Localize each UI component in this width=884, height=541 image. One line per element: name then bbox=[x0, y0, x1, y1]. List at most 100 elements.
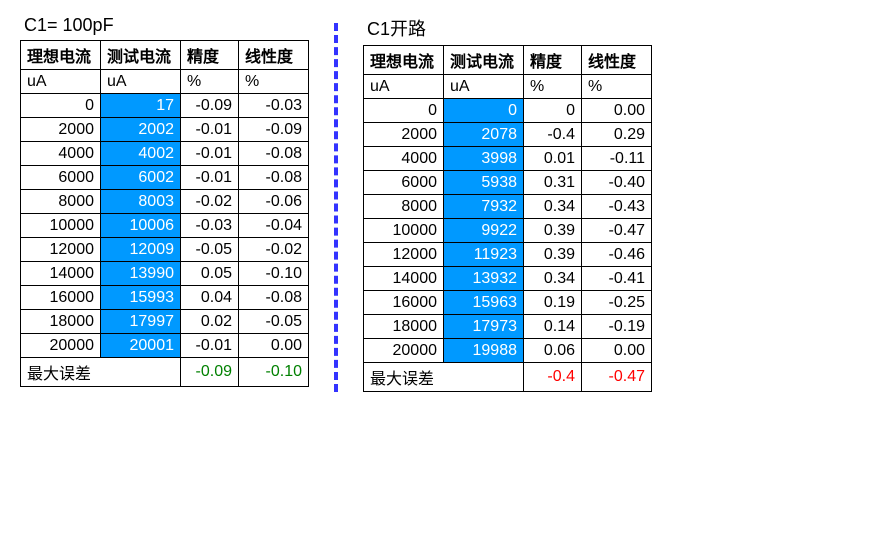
cell: 16000 bbox=[364, 291, 444, 315]
cell: -0.41 bbox=[582, 267, 652, 291]
right-body: 0000.0020002078-0.40.29400039980.01-0.11… bbox=[364, 99, 652, 363]
cell: -0.05 bbox=[181, 238, 239, 262]
cell: 15963 bbox=[444, 291, 524, 315]
cell: 6000 bbox=[364, 171, 444, 195]
cell: 17 bbox=[101, 94, 181, 118]
cell: 0.29 bbox=[582, 123, 652, 147]
unit-ideal: uA bbox=[364, 75, 444, 99]
cell: 14000 bbox=[364, 267, 444, 291]
cell: 2000 bbox=[364, 123, 444, 147]
cell: 0.34 bbox=[524, 195, 582, 219]
left-table: 理想电流 测试电流 精度 线性度 uA uA % % 017-0.09-0.03… bbox=[20, 40, 309, 387]
cell: 0.01 bbox=[524, 147, 582, 171]
cell: 18000 bbox=[364, 315, 444, 339]
table-row: 12000119230.39-0.46 bbox=[364, 243, 652, 267]
cell: 17997 bbox=[101, 310, 181, 334]
cell: -0.25 bbox=[582, 291, 652, 315]
cell: 13990 bbox=[101, 262, 181, 286]
table-row: 017-0.09-0.03 bbox=[21, 94, 309, 118]
cell: 4000 bbox=[21, 142, 101, 166]
cell: 14000 bbox=[21, 262, 101, 286]
table-row: 2000020001-0.010.00 bbox=[21, 334, 309, 358]
max-error-label: 最大误差 bbox=[21, 358, 181, 387]
cell: 0.02 bbox=[181, 310, 239, 334]
table-row: 20002078-0.40.29 bbox=[364, 123, 652, 147]
table-row: 14000139320.34-0.41 bbox=[364, 267, 652, 291]
cell: -0.06 bbox=[239, 190, 309, 214]
cell: 4000 bbox=[364, 147, 444, 171]
cell: 15993 bbox=[101, 286, 181, 310]
cell: 20001 bbox=[101, 334, 181, 358]
cell: 7932 bbox=[444, 195, 524, 219]
cell: -0.02 bbox=[239, 238, 309, 262]
left-max-acc: -0.09 bbox=[181, 358, 239, 387]
cell: 11923 bbox=[444, 243, 524, 267]
cell: -0.47 bbox=[582, 219, 652, 243]
cell: 8003 bbox=[101, 190, 181, 214]
vertical-divider bbox=[334, 23, 338, 392]
cell: 20000 bbox=[21, 334, 101, 358]
table-row: 20002002-0.01-0.09 bbox=[21, 118, 309, 142]
unit-accuracy: % bbox=[181, 70, 239, 94]
cell: 9922 bbox=[444, 219, 524, 243]
right-title: C1开路 bbox=[367, 15, 652, 41]
cell: -0.01 bbox=[181, 118, 239, 142]
header-row: 理想电流 测试电流 精度 线性度 bbox=[364, 46, 652, 75]
header-row: 理想电流 测试电流 精度 线性度 bbox=[21, 41, 309, 70]
cell: -0.01 bbox=[181, 166, 239, 190]
cell: 6002 bbox=[101, 166, 181, 190]
table-row: 14000139900.05-0.10 bbox=[21, 262, 309, 286]
cell: -0.05 bbox=[239, 310, 309, 334]
cell: -0.46 bbox=[582, 243, 652, 267]
cell: 6000 bbox=[21, 166, 101, 190]
cell: 0.00 bbox=[239, 334, 309, 358]
table-row: 800079320.34-0.43 bbox=[364, 195, 652, 219]
cell: -0.08 bbox=[239, 286, 309, 310]
cell: 0.00 bbox=[582, 339, 652, 363]
table-row: 1200012009-0.05-0.02 bbox=[21, 238, 309, 262]
cell: -0.09 bbox=[181, 94, 239, 118]
cell: 8000 bbox=[364, 195, 444, 219]
table-row: 60006002-0.01-0.08 bbox=[21, 166, 309, 190]
cell: 16000 bbox=[21, 286, 101, 310]
unit-linearity: % bbox=[582, 75, 652, 99]
max-error-label: 最大误差 bbox=[364, 363, 524, 392]
comparison-layout: C1= 100pF 理想电流 测试电流 精度 线性度 uA uA % % 017… bbox=[20, 15, 864, 392]
col-ideal: 理想电流 bbox=[21, 41, 101, 70]
unit-accuracy: % bbox=[524, 75, 582, 99]
table-row: 80008003-0.02-0.06 bbox=[21, 190, 309, 214]
cell: 20000 bbox=[364, 339, 444, 363]
table-row: 400039980.01-0.11 bbox=[364, 147, 652, 171]
cell: -0.40 bbox=[582, 171, 652, 195]
unit-measured: uA bbox=[101, 70, 181, 94]
cell: 0.39 bbox=[524, 219, 582, 243]
left-max-lin: -0.10 bbox=[239, 358, 309, 387]
left-panel: C1= 100pF 理想电流 测试电流 精度 线性度 uA uA % % 017… bbox=[20, 15, 309, 387]
col-linearity: 线性度 bbox=[582, 46, 652, 75]
cell: 13932 bbox=[444, 267, 524, 291]
unit-linearity: % bbox=[239, 70, 309, 94]
cell: 12000 bbox=[21, 238, 101, 262]
cell: 18000 bbox=[21, 310, 101, 334]
cell: 0 bbox=[21, 94, 101, 118]
cell: 0.06 bbox=[524, 339, 582, 363]
cell: 2002 bbox=[101, 118, 181, 142]
table-row: 0000.00 bbox=[364, 99, 652, 123]
cell: 0.31 bbox=[524, 171, 582, 195]
cell: -0.01 bbox=[181, 334, 239, 358]
table-row: 16000159930.04-0.08 bbox=[21, 286, 309, 310]
right-footer-row: 最大误差 -0.4 -0.47 bbox=[364, 363, 652, 392]
cell: 10000 bbox=[364, 219, 444, 243]
table-row: 18000179970.02-0.05 bbox=[21, 310, 309, 334]
unit-row: uA uA % % bbox=[21, 70, 309, 94]
cell: 5938 bbox=[444, 171, 524, 195]
left-title: C1= 100pF bbox=[24, 15, 309, 36]
table-row: 18000179730.14-0.19 bbox=[364, 315, 652, 339]
cell: 12000 bbox=[364, 243, 444, 267]
cell: -0.08 bbox=[239, 142, 309, 166]
right-panel: C1开路 理想电流 测试电流 精度 线性度 uA uA % % 0000.002… bbox=[363, 15, 652, 392]
right-max-lin: -0.47 bbox=[582, 363, 652, 392]
cell: 19988 bbox=[444, 339, 524, 363]
cell: 0.34 bbox=[524, 267, 582, 291]
right-table: 理想电流 测试电流 精度 线性度 uA uA % % 0000.00200020… bbox=[363, 45, 652, 392]
